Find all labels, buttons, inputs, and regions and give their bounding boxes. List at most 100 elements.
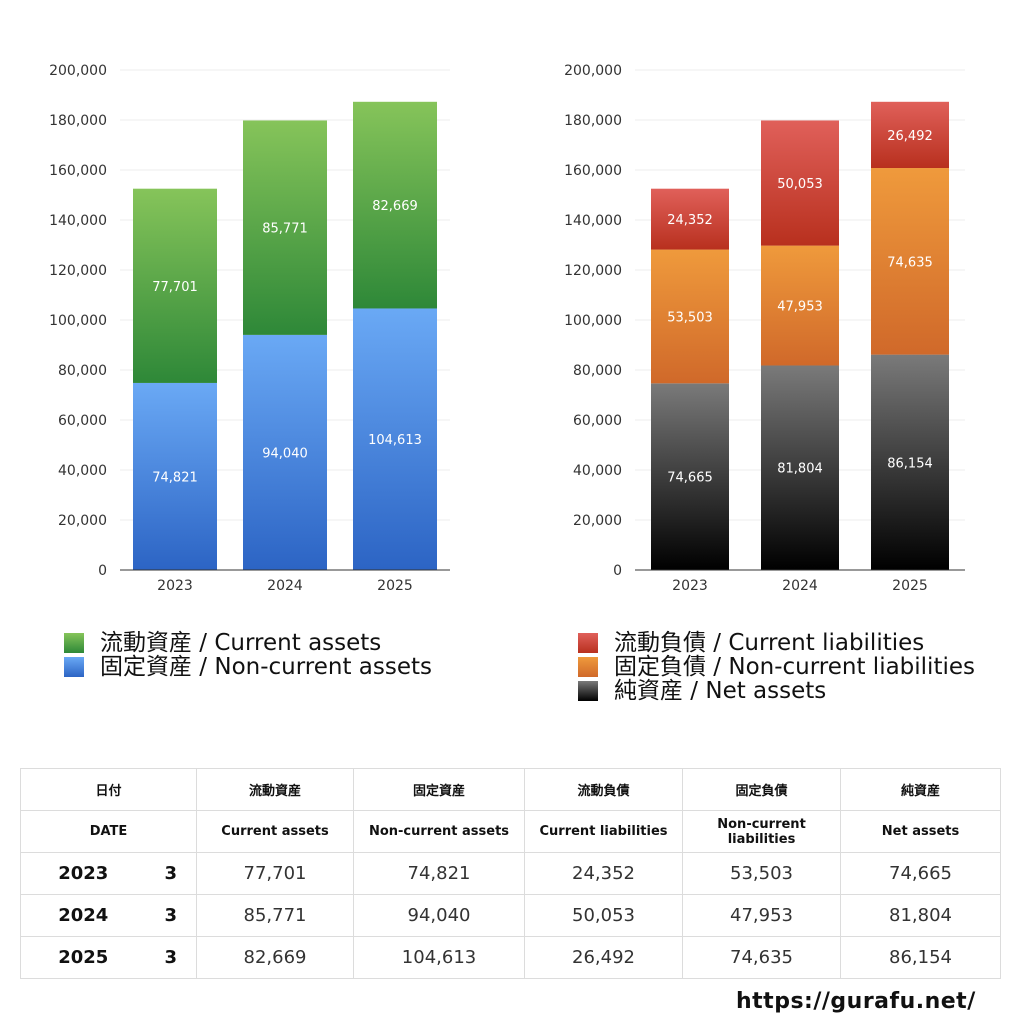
table-cell: 50,053 (524, 894, 684, 937)
y-tick-label: 160,000 (49, 163, 107, 179)
liabilities-chart: 0 20,000 40,000 60,000 80,000 100,000 120,000 1… (564, 63, 965, 594)
assets-chart: 0 20,000 40,000 60,000 80,000 100,000 120,000 1… (49, 63, 450, 594)
y-tick-label: 100,000 (49, 313, 107, 329)
y-tick-label: 0 (98, 563, 107, 579)
legend-swatch (578, 657, 598, 677)
y-tick-label: 140,000 (564, 213, 622, 229)
legend-label: 固定負債 / Non-current liabilities (614, 654, 975, 680)
table-row: 2025 3 82,669 104,613 26,492 74,635 86,1… (20, 936, 1002, 979)
bar-data-label: 81,804 (777, 462, 823, 477)
table-header-current-assets-ja: 流動資産 (196, 768, 355, 811)
bar-data-label: 74,821 (152, 470, 198, 485)
legend-label: 純資産 / Net assets (614, 678, 827, 704)
bar-data-label: 86,154 (887, 456, 933, 471)
y-tick-label: 60,000 (573, 413, 622, 429)
bar-segment (353, 101, 437, 309)
bar-data-label: 104,613 (368, 433, 422, 448)
legend-item: 固定資産 / Non-current assets (64, 655, 432, 679)
legend-item: 流動負債 / Current liabilities (578, 631, 975, 655)
table-header-net-assets-en: Net assets (840, 810, 1002, 853)
legend-swatch (578, 633, 598, 653)
assets-legend: 流動資産 / Current assets 固定資産 / Non-current … (64, 631, 432, 679)
bar-data-label: 26,492 (887, 129, 933, 144)
bar-data-label: 53,503 (667, 310, 713, 325)
bar-data-label: 50,053 (777, 177, 823, 192)
bar-segment (133, 382, 217, 570)
y-tick-label: 180,000 (564, 113, 622, 129)
legend-label: 固定資産 / Non-current assets (100, 654, 433, 680)
bar-data-label: 77,701 (152, 280, 198, 295)
table-cell-year: 2023 (20, 852, 146, 895)
y-tick-label: 60,000 (58, 413, 107, 429)
x-tick-label: 2025 (892, 578, 928, 594)
legend-label: 流動資産 / Current assets (100, 630, 382, 656)
table-cell-year: 2025 (20, 936, 146, 979)
table-row: 2024 3 85,771 94,040 50,053 47,953 81,80… (20, 894, 1002, 937)
y-tick-label: 140,000 (49, 213, 107, 229)
table-cell-month: 3 (145, 852, 198, 895)
bar-segment (761, 365, 839, 570)
y-tick-label: 200,000 (564, 63, 622, 79)
legend-item: 流動資産 / Current assets (64, 631, 432, 655)
x-tick-label: 2023 (672, 578, 708, 594)
table-header-noncurrent-liabilities-ja: 固定負債 (682, 768, 842, 811)
y-tick-label: 120,000 (564, 263, 622, 279)
table-cell: 26,492 (524, 936, 684, 979)
table-header-net-assets-ja: 純資産 (840, 768, 1002, 811)
table-cell: 24,352 (524, 852, 684, 895)
y-tick-label: 40,000 (573, 463, 622, 479)
bar-segment (761, 120, 839, 246)
table-cell: 104,613 (353, 936, 526, 979)
x-tick-label: 2024 (782, 578, 818, 594)
table-cell: 77,701 (196, 852, 355, 895)
site-url: https://gurafu.net/ (736, 989, 976, 1014)
table-cell: 74,821 (353, 852, 526, 895)
x-tick-label: 2025 (377, 578, 413, 594)
legend-label: 流動負債 / Current liabilities (614, 630, 925, 656)
bar-segment (761, 245, 839, 366)
bar-segment (353, 308, 437, 570)
bar-segment (651, 188, 729, 250)
table-cell: 74,665 (840, 852, 1002, 895)
table-cell: 82,669 (196, 936, 355, 979)
bar-data-label: 74,665 (667, 471, 713, 486)
y-tick-label: 160,000 (564, 163, 622, 179)
y-tick-label: 40,000 (58, 463, 107, 479)
bar-data-label: 85,771 (262, 222, 308, 237)
bar-data-label: 24,352 (667, 213, 713, 228)
table-cell-month: 3 (145, 894, 198, 937)
x-tick-label: 2023 (157, 578, 193, 594)
table-cell: 81,804 (840, 894, 1002, 937)
bar-segment (243, 120, 327, 335)
y-tick-label: 80,000 (58, 363, 107, 379)
liabilities-legend: 流動負債 / Current liabilities 固定負債 / Non-cur… (578, 631, 975, 703)
table-cell-month: 3 (145, 936, 198, 979)
bar-segment (243, 334, 327, 570)
table-cell: 53,503 (682, 852, 842, 895)
table-cell: 85,771 (196, 894, 355, 937)
y-tick-label: 20,000 (58, 513, 107, 529)
bar-segment (871, 101, 949, 169)
table-cell: 47,953 (682, 894, 842, 937)
table-cell: 86,154 (840, 936, 1002, 979)
legend-swatch (64, 657, 84, 677)
y-tick-label: 0 (613, 563, 622, 579)
y-tick-label: 80,000 (573, 363, 622, 379)
table-header-noncurrent-assets-ja: 固定資産 (353, 768, 526, 811)
legend-item: 固定負債 / Non-current liabilities (578, 655, 975, 679)
y-tick-label: 180,000 (49, 113, 107, 129)
table-header-en: DATE Current assets Non-current assets C… (19, 810, 1002, 853)
y-tick-label: 100,000 (564, 313, 622, 329)
bar-data-label: 74,635 (887, 255, 933, 270)
y-tick-label: 120,000 (49, 263, 107, 279)
y-tick-label: 200,000 (49, 63, 107, 79)
y-tick-label: 20,000 (573, 513, 622, 529)
table-header-ja: 日付 流動資産 固定資産 流動負債 固定負債 純資産 (19, 768, 1002, 811)
legend-item: 純資産 / Net assets (578, 679, 975, 703)
table-header-date-ja: 日付 (19, 768, 198, 811)
table-header-current-liabilities-en: Current liabilities (524, 810, 684, 853)
bar-data-label: 94,040 (262, 446, 308, 461)
table-header-noncurrent-liabilities-en: Non-current liabilities (682, 810, 842, 853)
bar-segment (871, 168, 949, 355)
table-header-current-liabilities-ja: 流動負債 (524, 768, 684, 811)
